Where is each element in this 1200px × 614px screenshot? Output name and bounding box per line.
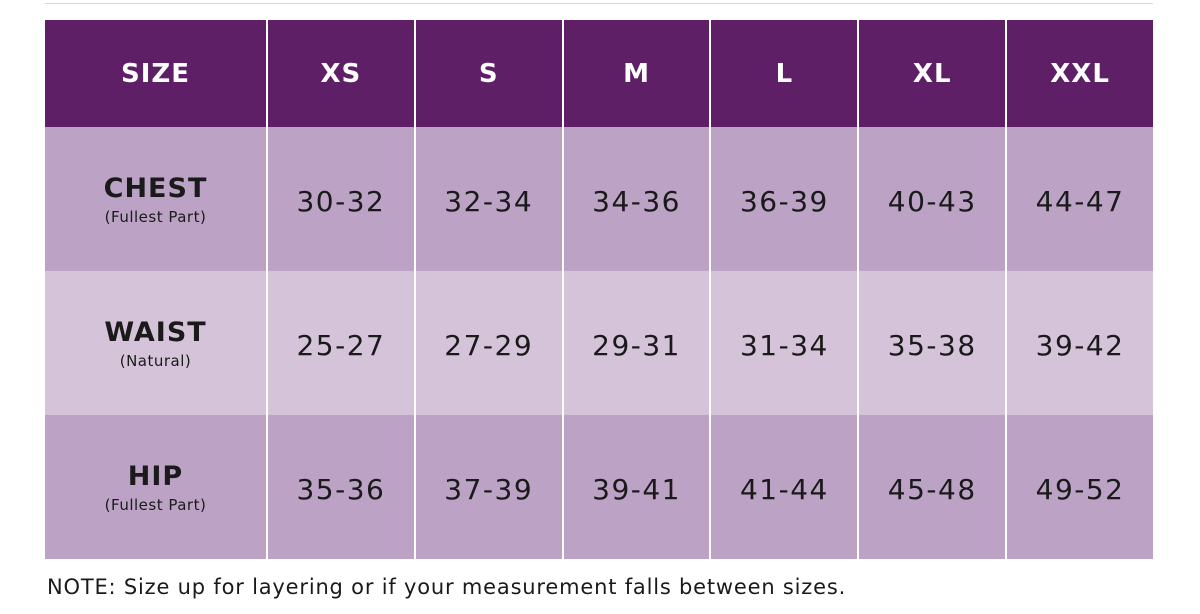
value-cell: 49-52 — [1007, 415, 1153, 559]
measurement: 49-52 — [1035, 472, 1125, 506]
row-label-cell: HIP (Fullest Part) — [45, 415, 266, 559]
value-cell: 41-44 — [711, 415, 858, 559]
header-cell: XS — [268, 20, 414, 127]
row-sublabel: (Natural) — [119, 351, 192, 370]
value-cell: 34-36 — [563, 127, 710, 271]
header-cell: S — [415, 20, 562, 127]
measurement: 37-39 — [444, 472, 534, 506]
note: NOTE: Size up for layering or if your me… — [47, 575, 847, 599]
row-label: CHEST — [103, 172, 208, 204]
row-label-cell: WAIST (Natural) — [45, 271, 266, 415]
value-cell: 44-47 — [1007, 127, 1153, 271]
value-cell: 35-38 — [859, 271, 1006, 415]
value-cell: 37-39 — [415, 415, 562, 559]
value-cell: 35-36 — [268, 415, 414, 559]
value-cell: 36-39 — [711, 127, 858, 271]
header-cell: L — [711, 20, 858, 127]
row-sublabel: (Fullest Part) — [104, 207, 207, 226]
measurement: 36-39 — [739, 184, 829, 218]
value-cell: 45-48 — [859, 415, 1006, 559]
measurement: 29-31 — [592, 328, 681, 362]
value-cell: 30-32 — [268, 127, 414, 271]
measurement: 34-36 — [592, 184, 681, 218]
measurement: 35-36 — [296, 472, 386, 506]
row-label: WAIST — [104, 316, 207, 348]
row-label-cell: CHEST (Fullest Part) — [45, 127, 266, 271]
row-sublabel: (Fullest Part) — [104, 495, 207, 514]
measurement: 44-47 — [1035, 184, 1125, 218]
row-label: HIP — [127, 460, 184, 492]
value-cell: 27-29 — [415, 271, 562, 415]
measurement: 32-34 — [444, 184, 534, 218]
measurement: 35-38 — [887, 328, 977, 362]
value-cell: 29-31 — [563, 271, 710, 415]
measurement: 41-44 — [739, 472, 829, 506]
value-cell: 31-34 — [711, 271, 858, 415]
header-cell: SIZE — [45, 20, 266, 127]
measurement: 39-42 — [1035, 328, 1125, 362]
header-cell: XXL — [1007, 20, 1153, 127]
measurement: 31-34 — [739, 328, 829, 362]
measurement: 30-32 — [296, 184, 386, 218]
header-cell: M — [563, 20, 710, 127]
measurement: 27-29 — [444, 328, 534, 362]
value-cell: 25-27 — [268, 271, 414, 415]
measurement: 39-41 — [592, 472, 681, 506]
measurement: 25-27 — [296, 328, 386, 362]
header-cell: XL — [859, 20, 1006, 127]
measurement: 40-43 — [887, 184, 977, 218]
value-cell: 40-43 — [859, 127, 1006, 271]
size-table: SIZE XS S M L XL XXL CHEST (Fullest Part) 30-32 32… — [45, 20, 1153, 559]
value-cell: 39-42 — [1007, 271, 1153, 415]
value-cell: 39-41 — [563, 415, 710, 559]
divider — [45, 3, 1153, 4]
measurement: 45-48 — [887, 472, 977, 506]
value-cell: 32-34 — [415, 127, 562, 271]
